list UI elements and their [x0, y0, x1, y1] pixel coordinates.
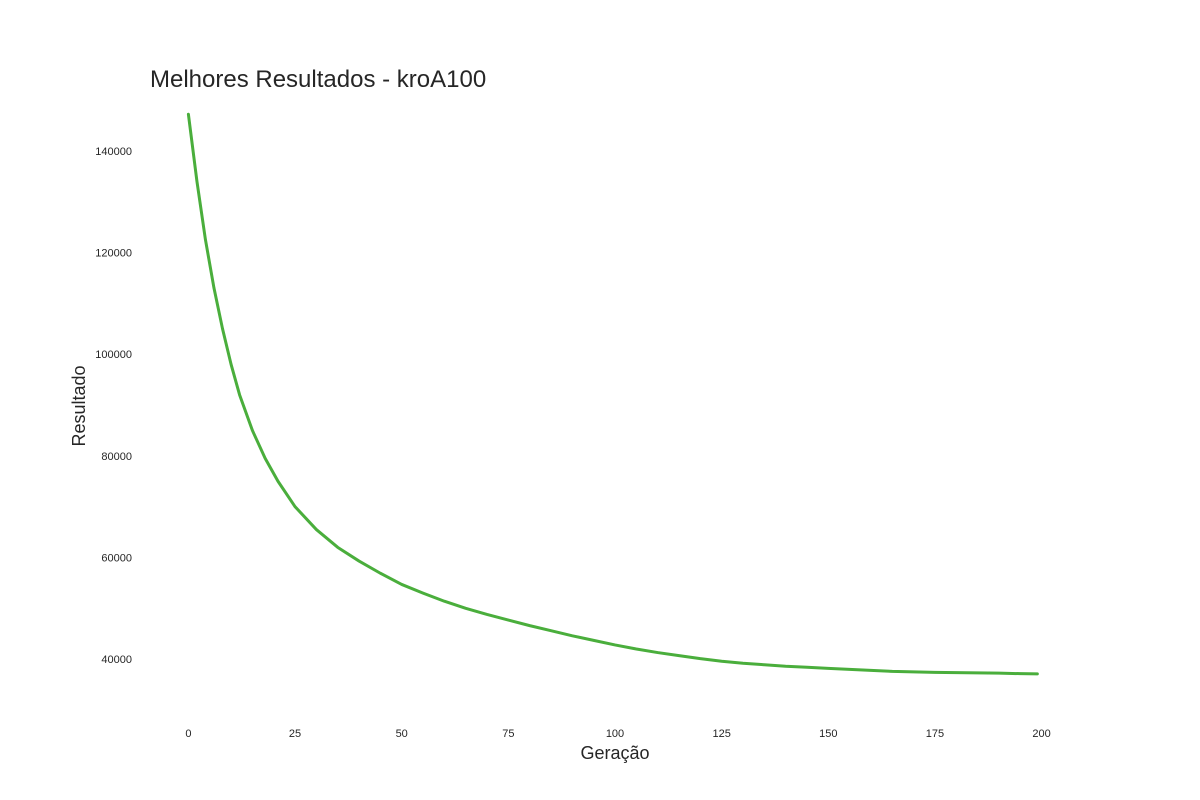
y-tick-label: 140000 — [95, 146, 132, 158]
x-tick-label: 75 — [502, 728, 514, 740]
y-tick-label: 120000 — [95, 248, 132, 260]
x-axis-ticks: 0 25 50 75 100 125 150 175 200 — [185, 728, 1050, 740]
x-tick-label: 100 — [606, 728, 624, 740]
x-tick-label: 50 — [396, 728, 408, 740]
y-tick-label: 80000 — [101, 451, 132, 463]
x-axis-label: Geração — [580, 743, 649, 763]
x-tick-label: 25 — [289, 728, 301, 740]
series-line — [186, 112, 1039, 676]
y-axis-label: Resultado — [69, 365, 89, 446]
x-tick-label: 175 — [926, 728, 944, 740]
y-tick-label: 60000 — [101, 553, 132, 565]
chart-title: Melhores Resultados - kroA100 — [150, 66, 486, 93]
x-tick-label: 200 — [1032, 728, 1050, 740]
y-tick-label: 40000 — [101, 654, 132, 666]
y-tick-label: 100000 — [95, 349, 132, 361]
x-tick-label: 0 — [185, 728, 191, 740]
y-axis-ticks: 40000 60000 80000 100000 120000 140000 — [95, 146, 132, 666]
x-tick-label: 150 — [819, 728, 837, 740]
x-tick-label: 125 — [712, 728, 730, 740]
